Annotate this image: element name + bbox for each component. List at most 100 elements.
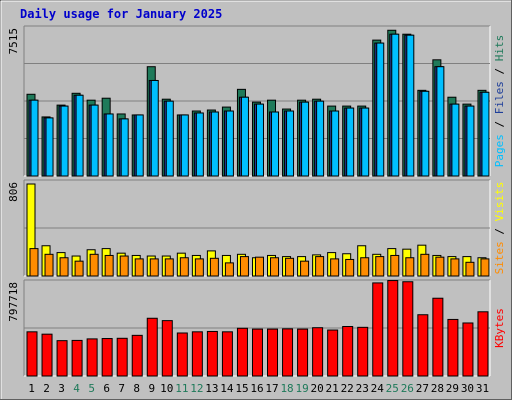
bar-pages [195,112,204,177]
bar-pages [436,66,445,177]
bar-pages [150,79,159,177]
x-tick-label: 16 [250,382,263,395]
x-tick-label: 11 [175,382,188,395]
bar-pages [421,90,430,177]
x-tick-label: 24 [371,382,385,395]
bar-sites [405,257,415,277]
bar-pages [120,118,129,177]
bar-pages [271,111,280,177]
bar-sites [345,258,355,277]
bar-sites [239,256,249,277]
bar-sites [375,256,385,277]
x-tick-label: 3 [58,382,65,395]
bar-pages [466,105,475,177]
bar-kbytes [56,340,68,377]
bar-sites [29,248,39,277]
legend-item-hits: Hits [493,35,506,62]
x-tick-label: 1 [28,382,35,395]
bar-kbytes [417,314,429,377]
legend-separator: / [493,221,506,241]
legend-item-visits: Visits [493,182,506,222]
bar-sites [104,254,114,277]
bar-kbytes [282,328,294,377]
y-axis-max-label: 7515 [7,28,20,55]
legend-item-kbytes: KBytes [493,308,506,348]
bar-kbytes [327,329,339,377]
bar-pages [240,96,249,177]
bar-sites [224,262,234,277]
x-tick-label: 18 [280,382,293,395]
legend: Sites / Visits [493,182,506,275]
bar-kbytes [236,327,248,377]
x-tick-label: 19 [295,382,308,395]
bar-sites [435,256,445,277]
bar-pages [60,105,69,177]
bar-pages [376,42,385,177]
x-tick-label: 22 [341,382,354,395]
bar-kbytes [357,326,369,377]
bar-sites [74,260,84,277]
bar-kbytes [402,281,414,377]
bar-sites [149,258,159,277]
bar-sites [44,253,54,277]
legend-item-sites: Sites [493,241,506,274]
x-tick-label: 29 [446,382,459,395]
bar-kbytes [206,330,218,377]
bar-kbytes [176,332,188,377]
bar-sites [254,256,264,277]
legend: Pages / Files / Hits [493,35,506,168]
bar-pages [361,107,370,177]
legend-separator: / [493,61,506,81]
bar-pages [451,103,460,177]
bar-sites [164,258,174,277]
bar-sites [285,257,295,277]
x-tick-label: 31 [476,382,489,395]
bar-kbytes [342,326,354,377]
bar-kbytes [251,328,263,377]
legend: KBytes [493,308,506,348]
bar-kbytes [116,337,128,377]
x-tick-label: 10 [160,382,173,395]
bar-kbytes [372,282,384,377]
bar-pages [30,99,39,177]
x-tick-label: 25 [386,382,399,395]
bar-sites [270,257,280,277]
x-tick-label: 14 [220,382,234,395]
bar-sites [119,255,129,277]
bar-sites [59,257,69,277]
x-tick-label: 7 [118,382,125,395]
bar-kbytes [71,339,83,377]
bar-pages [316,100,325,177]
bar-pages [165,100,174,177]
bar-sites [300,260,310,277]
x-tick-label: 20 [311,382,324,395]
x-tick-label: 9 [148,382,155,395]
bar-kbytes [26,331,38,377]
bar-pages [105,113,114,177]
bar-sites [194,258,204,277]
legend-separator: / [493,114,506,134]
bar-kbytes [191,331,203,377]
bar-kbytes [161,320,173,377]
bar-kbytes [221,331,233,377]
x-tick-label: 15 [235,382,248,395]
bar-sites [315,256,325,277]
bar-pages [255,103,264,177]
bar-kbytes [86,338,98,377]
bar-kbytes [101,338,113,377]
bar-sites [179,257,189,277]
bar-sites [465,261,475,277]
bar-kbytes [477,311,489,377]
bar-sites [209,257,219,277]
bar-pages [346,107,355,177]
y-axis-max-label: 797718 [7,282,20,322]
bar-kbytes [267,328,279,377]
bar-pages [210,111,219,177]
bar-pages [75,94,84,177]
x-tick-label: 30 [461,382,474,395]
legend-item-files: Files [493,81,506,114]
bar-pages [225,110,234,177]
bar-pages [301,101,310,177]
bar-sites [330,258,340,277]
